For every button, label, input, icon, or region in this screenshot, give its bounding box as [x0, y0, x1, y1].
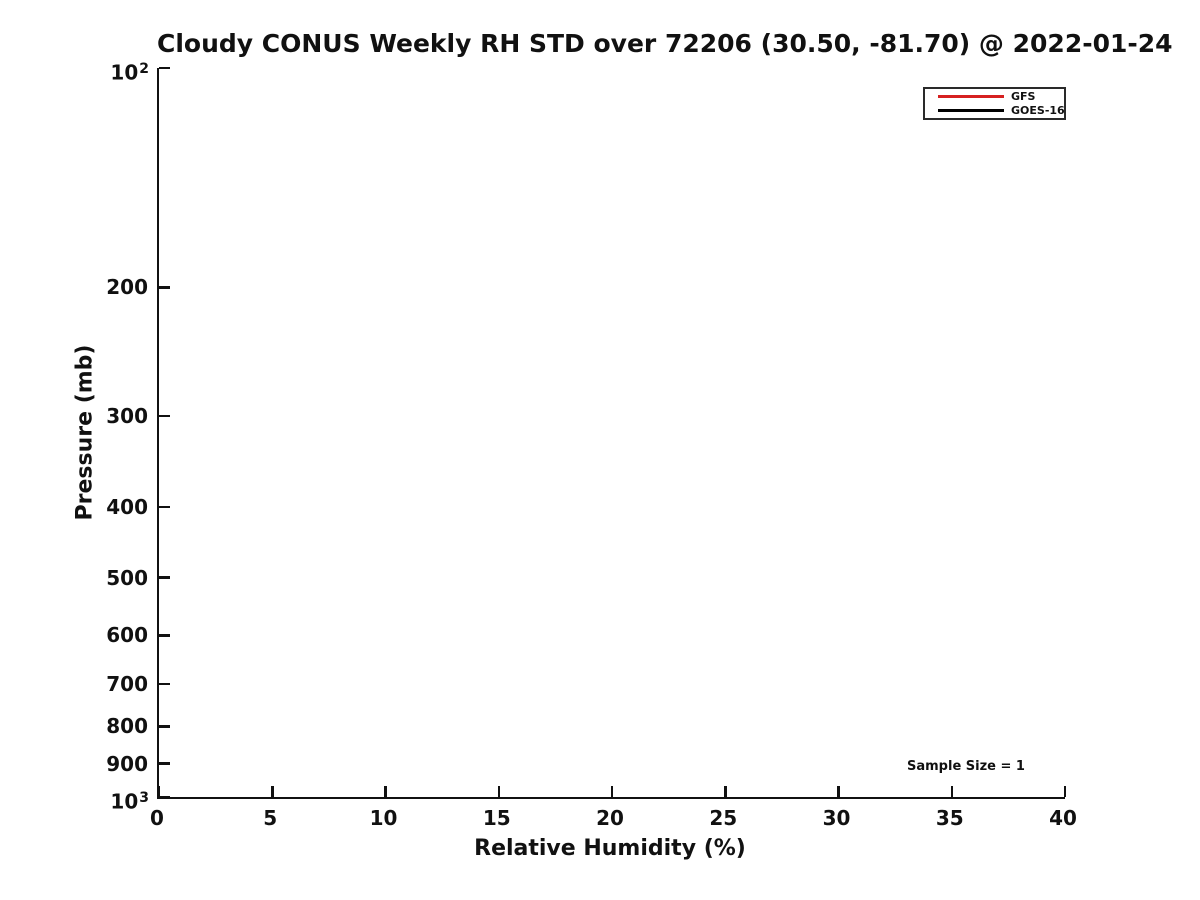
x-tick-label: 0: [150, 806, 164, 830]
y-tick-label: 103: [110, 789, 149, 814]
x-tick-mark: [271, 786, 274, 797]
y-tick-mark: [159, 725, 170, 728]
legend-label: GFS: [1011, 89, 1036, 103]
x-tick-label: 20: [596, 806, 624, 830]
plot-area: [157, 66, 1067, 799]
y-tick-mark: [159, 762, 170, 765]
y-tick-mark: [159, 795, 170, 799]
y-axis-label: Pressure (mb): [72, 344, 98, 521]
x-axis-label: Relative Humidity (%): [474, 836, 746, 861]
y-tick-mark: [159, 66, 170, 70]
legend-line-sample: [938, 108, 1004, 113]
x-tick-mark: [610, 786, 614, 797]
chart-title: Cloudy CONUS Weekly RH STD over 72206 (3…: [157, 29, 1173, 58]
x-tick-label: 5: [263, 806, 278, 830]
y-tick-mark: [159, 414, 170, 418]
y-tick-mark: [159, 682, 170, 686]
y-tick-label: 600: [106, 623, 148, 648]
y-tick-label: 900: [106, 751, 148, 776]
x-tick-mark: [497, 786, 500, 797]
y-tick-label: 500: [106, 565, 148, 590]
y-tick-mark: [159, 286, 170, 289]
x-tick-mark: [724, 786, 727, 797]
y-tick-mark: [159, 576, 170, 579]
x-tick-mark: [384, 786, 387, 797]
y-tick-label: 800: [106, 714, 148, 739]
x-tick-mark: [1063, 786, 1067, 797]
y-tick-label: 700: [106, 672, 148, 697]
legend-item: GOES-16: [938, 103, 1065, 117]
x-tick-label: 15: [482, 806, 511, 830]
y-tick-label: 300: [106, 403, 148, 428]
x-tick-label: 10: [369, 806, 398, 830]
sample-size-annotation: Sample Size = 1: [907, 759, 1025, 774]
legend-item: GFS: [938, 89, 1064, 103]
legend-label: GOES-16: [1011, 103, 1065, 117]
y-tick-mark: [159, 634, 170, 637]
x-tick-label: 30: [822, 806, 851, 830]
y-tick-label: 400: [106, 494, 148, 519]
x-tick-label: 40: [1049, 806, 1077, 830]
x-tick-label: 35: [935, 806, 964, 830]
legend-line-sample: [938, 94, 1004, 99]
x-tick-mark: [157, 786, 161, 797]
x-tick-mark: [837, 786, 840, 797]
x-tick-mark: [950, 786, 953, 797]
legend: GFS GOES-16: [923, 87, 1066, 120]
y-tick-mark: [159, 505, 170, 509]
x-tick-label: 25: [709, 806, 738, 830]
y-tick-label: 102: [110, 60, 149, 85]
y-tick-label: 200: [106, 275, 148, 300]
